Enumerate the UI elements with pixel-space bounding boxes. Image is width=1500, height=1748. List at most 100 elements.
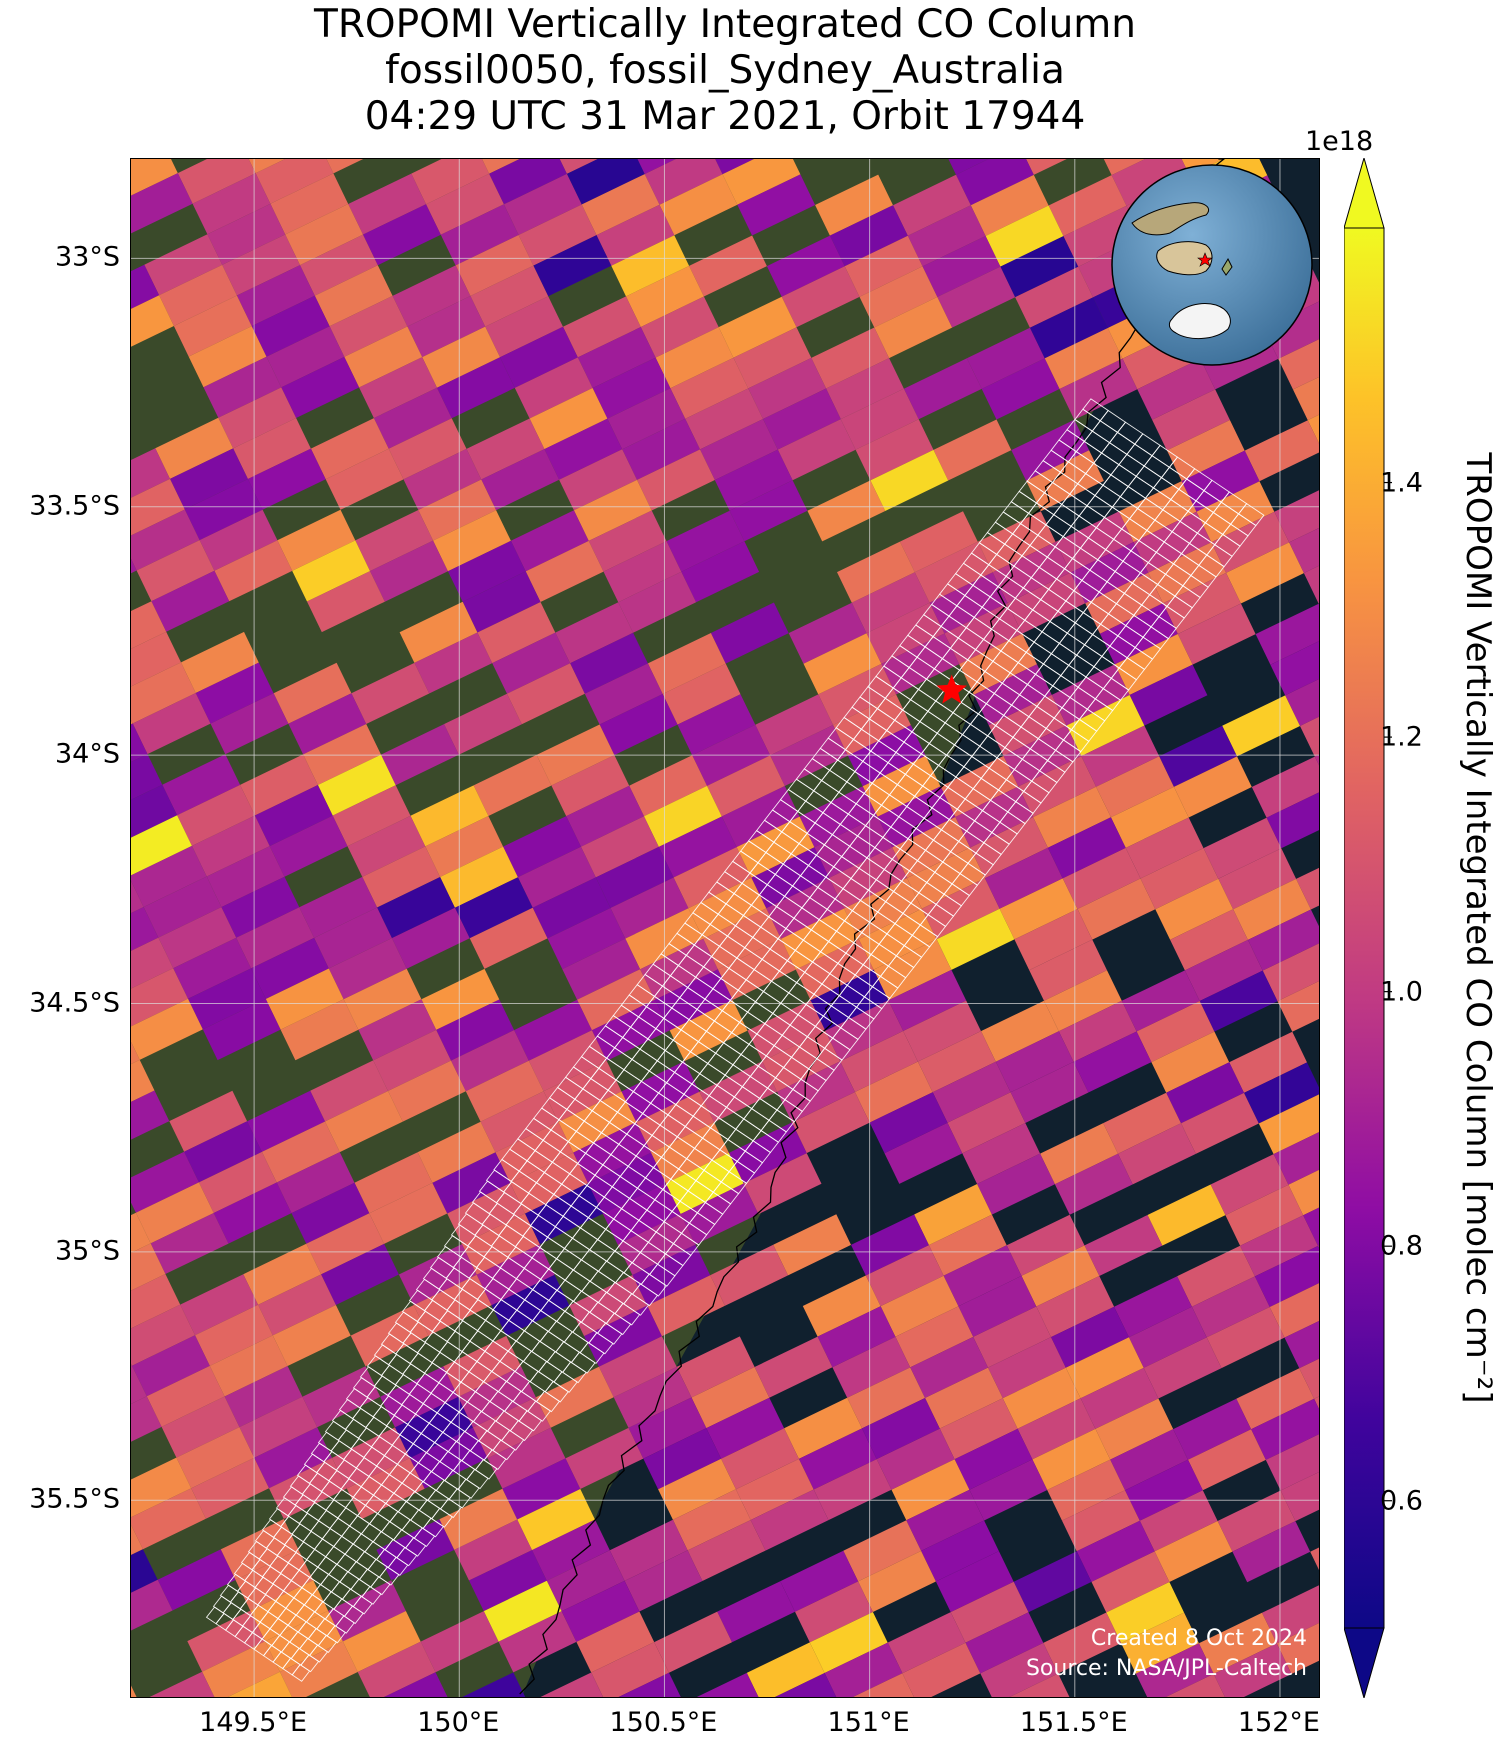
co-pixel <box>906 1489 985 1551</box>
title-line-3: 04:29 UTC 31 Mar 2021, Orbit 17944 <box>364 94 1086 139</box>
co-pixel <box>607 388 686 450</box>
co-pixel <box>754 1336 833 1398</box>
co-pixel <box>458 1366 536 1428</box>
co-pixel <box>795 1581 873 1643</box>
co-pixel <box>414 632 493 694</box>
co-pixel <box>131 998 203 1060</box>
co-pixel <box>1314 1396 1319 1409</box>
co-pixel <box>1011 419 1090 481</box>
co-pixel <box>1114 1276 1192 1338</box>
co-pixel <box>1236 1368 1315 1430</box>
co-pixel <box>1203 817 1282 879</box>
co-pixel <box>388 1060 466 1122</box>
co-pixel <box>270 173 349 235</box>
target-mode-footprints <box>205 398 1265 1682</box>
co-pixel <box>858 908 937 970</box>
co-pixel <box>1181 450 1260 512</box>
co-pixel <box>547 908 626 970</box>
co-pixel <box>876 1428 955 1490</box>
co-pixel <box>280 999 359 1061</box>
co-pixel <box>618 571 697 633</box>
co-pixel <box>874 297 953 359</box>
source-credit: Source: NASA/JPL-Caltech <box>1025 1656 1307 1681</box>
co-pixel <box>829 205 908 267</box>
co-pixel <box>917 1031 996 1093</box>
co-pixel <box>535 1366 614 1428</box>
co-pixel <box>973 664 1052 726</box>
co-pixel <box>1143 1337 1222 1399</box>
co-pixel <box>422 326 500 388</box>
map-plot-area[interactable]: Created 8 Oct 2024 Source: NASA/JPL-Calt… <box>130 158 1320 1698</box>
co-pixel <box>655 327 734 389</box>
co-pixel <box>859 266 938 328</box>
co-pixel <box>510 1152 588 1214</box>
co-pixel <box>466 418 545 480</box>
co-pixel <box>202 999 281 1061</box>
co-pixel <box>969 1459 1048 1521</box>
map-canvas[interactable] <box>131 159 1320 1698</box>
co-pixel <box>254 1427 332 1489</box>
co-pixel <box>131 723 148 763</box>
co-pixel <box>143 876 222 938</box>
target-star-icon <box>936 674 967 704</box>
co-pixel <box>314 265 393 327</box>
co-pixel <box>1198 1612 1277 1674</box>
co-pixel <box>469 907 548 969</box>
co-pixel <box>921 1520 999 1582</box>
co-pixel <box>1051 1306 1129 1368</box>
co-pixel <box>591 1642 669 1697</box>
co-pixel <box>1133 511 1212 573</box>
co-pixel <box>444 693 522 755</box>
co-pixel <box>1103 1092 1181 1154</box>
co-pixel <box>210 693 289 755</box>
co-pixel <box>777 419 856 481</box>
co-pixel <box>1288 1169 1319 1216</box>
co-pixel <box>654 969 733 1031</box>
co-pixel <box>563 296 641 358</box>
co-pixel <box>1147 1184 1226 1246</box>
co-pixel <box>595 846 674 908</box>
co-pixel <box>248 159 286 174</box>
co-pixel <box>1251 1398 1319 1460</box>
co-pixel <box>1222 695 1300 757</box>
co-pixel <box>954 1428 1033 1490</box>
co-pixel <box>192 173 271 235</box>
colorbar-label: TROPOMI Vertically Integrated CO Column … <box>1458 452 1498 1404</box>
co-pixel <box>903 1000 981 1062</box>
co-pixel <box>1229 1031 1307 1093</box>
co-pixel <box>962 1123 1041 1184</box>
co-pixel <box>981 1000 1059 1062</box>
co-pixel <box>1217 1490 1296 1552</box>
co-pixel <box>173 937 251 999</box>
co-pixel <box>369 1182 448 1244</box>
co-pixel <box>477 602 556 664</box>
co-pixel <box>950 1581 1029 1643</box>
co-pixel <box>814 816 893 878</box>
co-pixel <box>433 510 511 572</box>
co-pixel <box>1154 1521 1233 1582</box>
co-pixel <box>233 418 311 479</box>
co-pixel <box>914 541 993 603</box>
co-pixel <box>480 1091 559 1153</box>
co-pixel <box>517 846 596 908</box>
co-pixel <box>1299 1358 1319 1399</box>
co-pixel <box>1255 603 1319 665</box>
co-pixel <box>131 937 174 989</box>
co-pixel <box>384 1672 448 1697</box>
co-pixel <box>715 159 755 175</box>
co-pixel <box>131 448 170 498</box>
co-pixel <box>529 388 608 450</box>
co-pixel <box>1318 603 1319 605</box>
co-pixel <box>1206 1307 1285 1369</box>
co-pixel <box>700 419 778 480</box>
co-pixel <box>517 1489 595 1551</box>
co-pixel <box>669 1000 748 1062</box>
co-pixel <box>1015 266 1093 328</box>
co-pixel <box>910 1336 988 1398</box>
co-pixel <box>573 479 652 541</box>
co-pixel <box>755 694 834 756</box>
co-pixel <box>895 1306 974 1368</box>
co-pixel <box>413 1274 492 1336</box>
co-pixel <box>1066 695 1145 757</box>
co-pixel <box>647 633 726 694</box>
